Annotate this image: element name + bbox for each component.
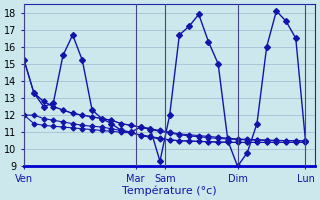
X-axis label: Température (°c): Température (°c) xyxy=(122,185,217,196)
